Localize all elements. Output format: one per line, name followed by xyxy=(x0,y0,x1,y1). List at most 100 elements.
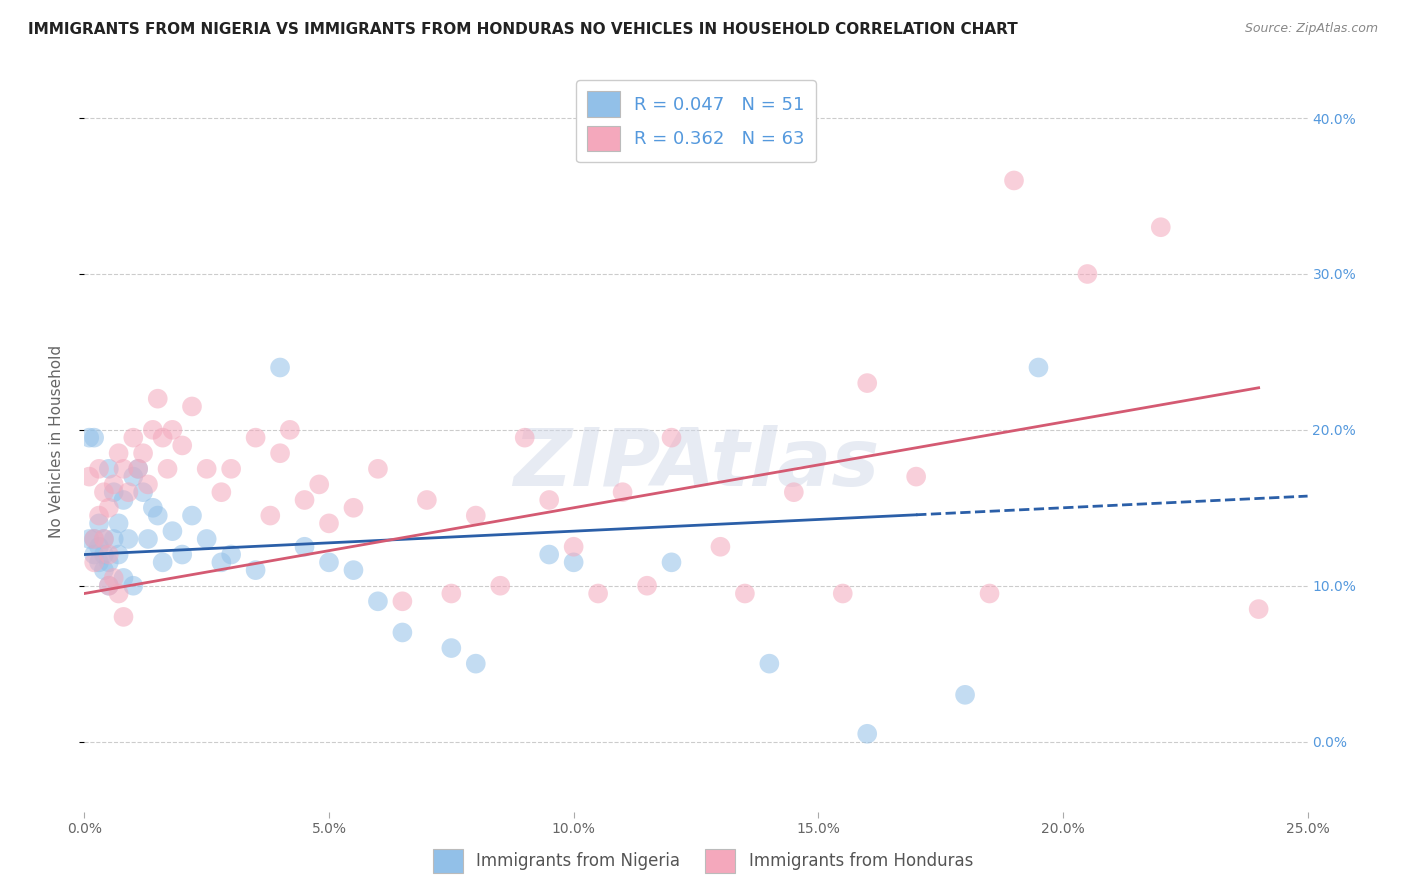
Point xyxy=(661,555,683,569)
Text: IMMIGRANTS FROM NIGERIA VS IMMIGRANTS FROM HONDURAS NO VEHICLES IN HOUSEHOLD COR: IMMIGRANTS FROM NIGERIA VS IMMIGRANTS FR… xyxy=(28,22,1018,37)
Point xyxy=(905,469,928,483)
Point xyxy=(83,431,105,445)
Point xyxy=(97,579,120,593)
Text: Source: ZipAtlas.com: Source: ZipAtlas.com xyxy=(1244,22,1378,36)
Point xyxy=(464,508,486,523)
Point xyxy=(172,548,194,562)
Point xyxy=(162,524,184,538)
Point xyxy=(440,586,463,600)
Point xyxy=(127,462,149,476)
Point xyxy=(783,485,806,500)
Point xyxy=(97,548,120,562)
Point xyxy=(278,423,301,437)
Point xyxy=(107,586,129,600)
Point xyxy=(77,469,100,483)
Point xyxy=(77,532,100,546)
Point xyxy=(132,485,155,500)
Point xyxy=(172,438,194,452)
Point xyxy=(107,516,129,531)
Point xyxy=(269,446,291,460)
Point xyxy=(136,477,159,491)
Point xyxy=(127,462,149,476)
Point xyxy=(132,446,155,460)
Point xyxy=(156,462,179,476)
Point xyxy=(146,392,169,406)
Point xyxy=(562,540,585,554)
Point xyxy=(181,508,204,523)
Point xyxy=(209,555,232,569)
Point xyxy=(107,548,129,562)
Point xyxy=(112,462,135,476)
Point xyxy=(367,462,389,476)
Point xyxy=(122,469,145,483)
Point xyxy=(245,563,267,577)
Point xyxy=(146,508,169,523)
Point xyxy=(391,594,413,608)
Point xyxy=(1076,267,1098,281)
Point xyxy=(269,360,291,375)
Point xyxy=(107,446,129,460)
Point xyxy=(856,376,879,390)
Point xyxy=(93,532,115,546)
Point xyxy=(318,516,340,531)
Point xyxy=(112,571,135,585)
Point xyxy=(1028,360,1050,375)
Point xyxy=(489,579,512,593)
Point xyxy=(93,548,115,562)
Point xyxy=(97,462,120,476)
Point xyxy=(83,555,105,569)
Point xyxy=(219,462,242,476)
Point xyxy=(661,431,683,445)
Text: ZIPAtlas: ZIPAtlas xyxy=(513,425,879,503)
Point xyxy=(162,423,184,437)
Point xyxy=(758,657,780,671)
Point xyxy=(953,688,976,702)
Point xyxy=(87,462,110,476)
Point xyxy=(294,540,316,554)
Point xyxy=(538,493,561,508)
Point xyxy=(259,508,281,523)
Point xyxy=(97,500,120,515)
Point xyxy=(195,462,218,476)
Point xyxy=(513,431,536,445)
Point xyxy=(152,431,174,445)
Point xyxy=(612,485,634,500)
Point xyxy=(636,579,658,593)
Point xyxy=(97,555,120,569)
Point xyxy=(142,423,165,437)
Point xyxy=(77,431,100,445)
Point xyxy=(440,641,463,656)
Point xyxy=(93,485,115,500)
Point xyxy=(367,594,389,608)
Point xyxy=(464,657,486,671)
Point xyxy=(538,548,561,562)
Point xyxy=(416,493,439,508)
Point xyxy=(219,548,242,562)
Legend: Immigrants from Nigeria, Immigrants from Honduras: Immigrants from Nigeria, Immigrants from… xyxy=(426,842,980,880)
Point xyxy=(103,485,125,500)
Point xyxy=(318,555,340,569)
Point xyxy=(1002,173,1025,187)
Point xyxy=(586,586,609,600)
Point xyxy=(87,540,110,554)
Point xyxy=(734,586,756,600)
Y-axis label: No Vehicles in Household: No Vehicles in Household xyxy=(49,345,63,538)
Point xyxy=(342,563,364,577)
Point xyxy=(93,563,115,577)
Point xyxy=(112,493,135,508)
Point xyxy=(136,532,159,546)
Point xyxy=(93,532,115,546)
Point xyxy=(83,532,105,546)
Point xyxy=(97,579,120,593)
Point xyxy=(87,508,110,523)
Point xyxy=(831,586,853,600)
Point xyxy=(103,532,125,546)
Point xyxy=(103,571,125,585)
Point xyxy=(87,555,110,569)
Point xyxy=(245,431,267,445)
Point xyxy=(117,485,139,500)
Point xyxy=(342,500,364,515)
Point xyxy=(195,532,218,546)
Point xyxy=(83,548,105,562)
Point xyxy=(856,727,879,741)
